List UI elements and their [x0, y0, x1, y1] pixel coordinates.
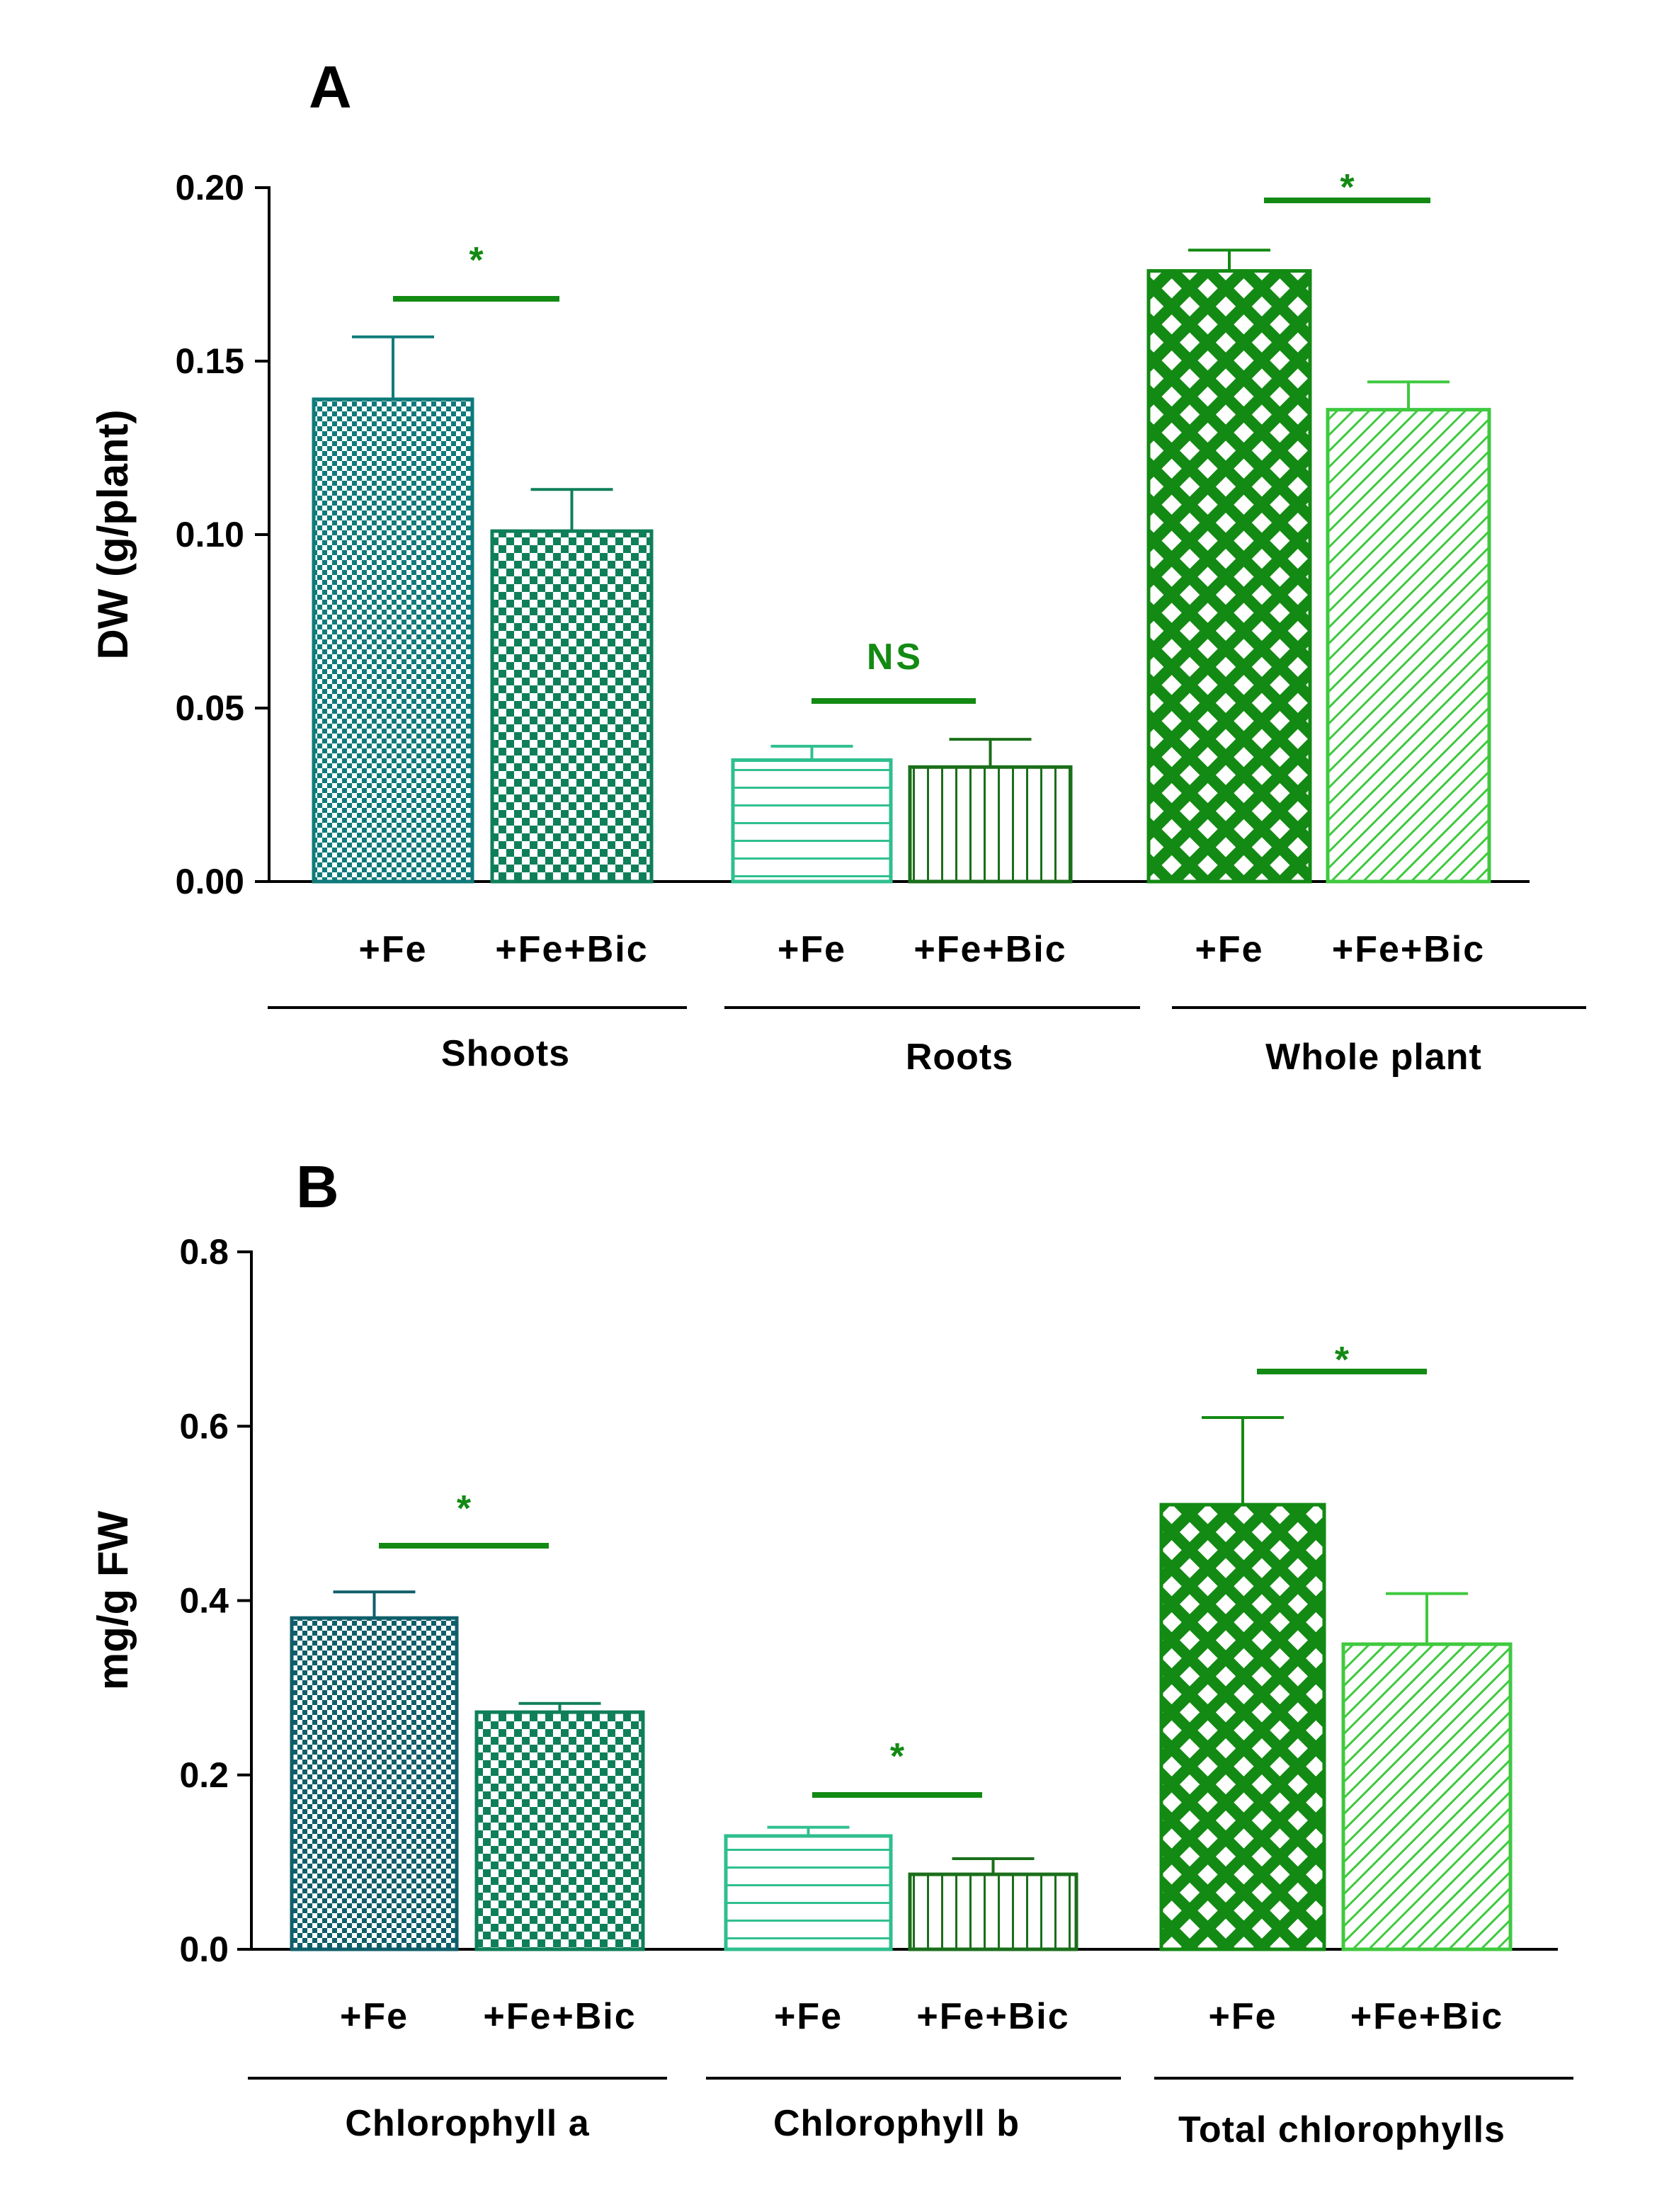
- y-tick-label: 0.15: [176, 341, 244, 381]
- panel-b: Bmg/g FW 0.0 0.2 0.4 0.6 0.8 +Fe +Fe+Bic Chlorop…: [89, 1153, 1573, 2150]
- panel-letter: B: [296, 1153, 339, 1220]
- category-label: +Fe: [358, 929, 427, 970]
- y-tick-label: 0.05: [176, 688, 244, 728]
- bar: [724, 1834, 893, 1951]
- group-label: Total chlorophylls: [1178, 2109, 1505, 2150]
- category-label: +Fe: [1195, 929, 1263, 970]
- significance-label: NS: [867, 637, 923, 678]
- significance-label: *: [890, 1736, 907, 1777]
- category-label: +Fe+Bic: [916, 1996, 1069, 2037]
- bar: [474, 1710, 645, 1951]
- category-label: +Fe+Bic: [1350, 1996, 1503, 2037]
- bar: [908, 1872, 1078, 1951]
- y-tick-label: 0.20: [176, 168, 244, 207]
- group-label: Chlorophyll a: [345, 2103, 589, 2144]
- category-label: +Fe: [1208, 1996, 1277, 2037]
- bar: [731, 758, 893, 884]
- group-label: Whole plant: [1265, 1037, 1482, 1078]
- category-label: +Fe: [340, 1996, 409, 2037]
- y-axis-label: DW (g/plant): [89, 409, 137, 659]
- significance-label: *: [1340, 167, 1357, 208]
- category-label: +Fe+Bic: [495, 929, 648, 970]
- category-label: +Fe: [778, 929, 846, 970]
- bar: [290, 1616, 459, 1951]
- significance-label: *: [457, 1488, 474, 1529]
- group-label: Chlorophyll b: [773, 2103, 1020, 2144]
- y-tick-label: 0.10: [176, 515, 244, 554]
- panel-a: ADW (g/plant)0.000.050.100.150.20+Fe +Fe+…: [89, 54, 1586, 1078]
- panel-letter: A: [309, 54, 352, 120]
- y-tick-label: 0.4: [179, 1581, 229, 1621]
- group-label: Roots: [906, 1037, 1013, 1078]
- y-tick-label: 0.8: [179, 1232, 229, 1272]
- bar: [312, 397, 474, 884]
- category-label: +Fe: [774, 1996, 843, 2037]
- category-label: +Fe+Bic: [1332, 929, 1485, 970]
- y-tick-label: 0.00: [176, 862, 244, 901]
- group-label: Shoots: [441, 1033, 570, 1074]
- bar: [1146, 269, 1312, 884]
- significance-label: *: [1335, 1340, 1352, 1381]
- bar: [490, 529, 654, 884]
- bar: [1341, 1642, 1513, 1951]
- bar: [908, 765, 1073, 884]
- bar: [1159, 1503, 1326, 1951]
- y-tick-label: 0.6: [179, 1406, 229, 1446]
- bar: [1326, 408, 1491, 884]
- category-label: +Fe+Bic: [483, 1996, 636, 2037]
- significance-label: *: [469, 240, 486, 281]
- y-tick-label: 0.0: [179, 1929, 229, 1969]
- y-axis-label: mg/g FW: [89, 1511, 137, 1691]
- y-tick-label: 0.2: [179, 1755, 229, 1795]
- category-label: +Fe+Bic: [913, 929, 1066, 970]
